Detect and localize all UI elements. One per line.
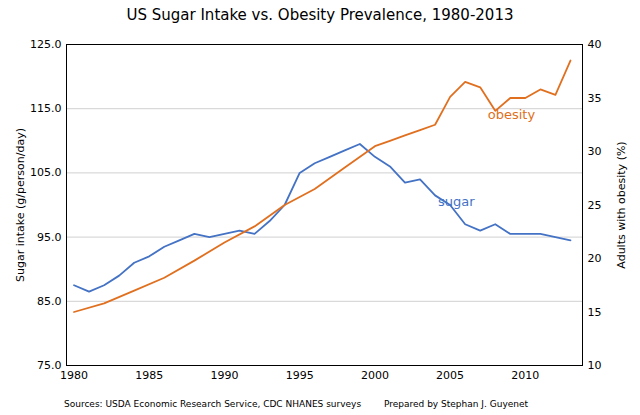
- svg-text:85.0: 85.0: [37, 295, 62, 308]
- svg-text:1995: 1995: [286, 369, 314, 382]
- svg-text:Sugar intake (g/person/day): Sugar intake (g/person/day): [14, 128, 27, 282]
- html-text:Prepared by Stephan J. Guyenet: Prepared by Stephan J. Guyenet: [384, 399, 528, 409]
- html-text:US Sugar Intake vs. Obesity Pr: US Sugar Intake vs. Obesity Prevalence, …: [126, 6, 514, 24]
- svg-text:20: 20: [588, 252, 602, 265]
- svg-text:2000: 2000: [361, 369, 389, 382]
- svg-text:125.0: 125.0: [30, 38, 62, 51]
- svg-text:1990: 1990: [210, 369, 238, 382]
- svg-text:115.0: 115.0: [30, 102, 62, 115]
- svg-text:30: 30: [588, 145, 602, 158]
- svg-text:2010: 2010: [511, 369, 539, 382]
- svg-text:105.0: 105.0: [30, 166, 62, 179]
- svg-text:1985: 1985: [135, 369, 163, 382]
- svg-text:2005: 2005: [436, 369, 464, 382]
- svg-text:15: 15: [588, 306, 602, 319]
- svg-text:25: 25: [588, 199, 602, 212]
- html-text:Sources: USDA Economic Researc: Sources: USDA Economic Research Service,…: [64, 399, 362, 409]
- svg-text:obesity: obesity: [488, 107, 536, 122]
- svg-text:40: 40: [588, 38, 602, 51]
- svg-text:75.0: 75.0: [37, 359, 62, 372]
- svg-text:Adults with obesity (%): Adults with obesity (%): [615, 141, 628, 268]
- svg-text:10: 10: [588, 359, 602, 372]
- svg-text:35: 35: [588, 92, 602, 105]
- svg-text:sugar: sugar: [438, 194, 475, 209]
- svg-text:1980: 1980: [60, 369, 88, 382]
- svg-text:95.0: 95.0: [37, 231, 62, 244]
